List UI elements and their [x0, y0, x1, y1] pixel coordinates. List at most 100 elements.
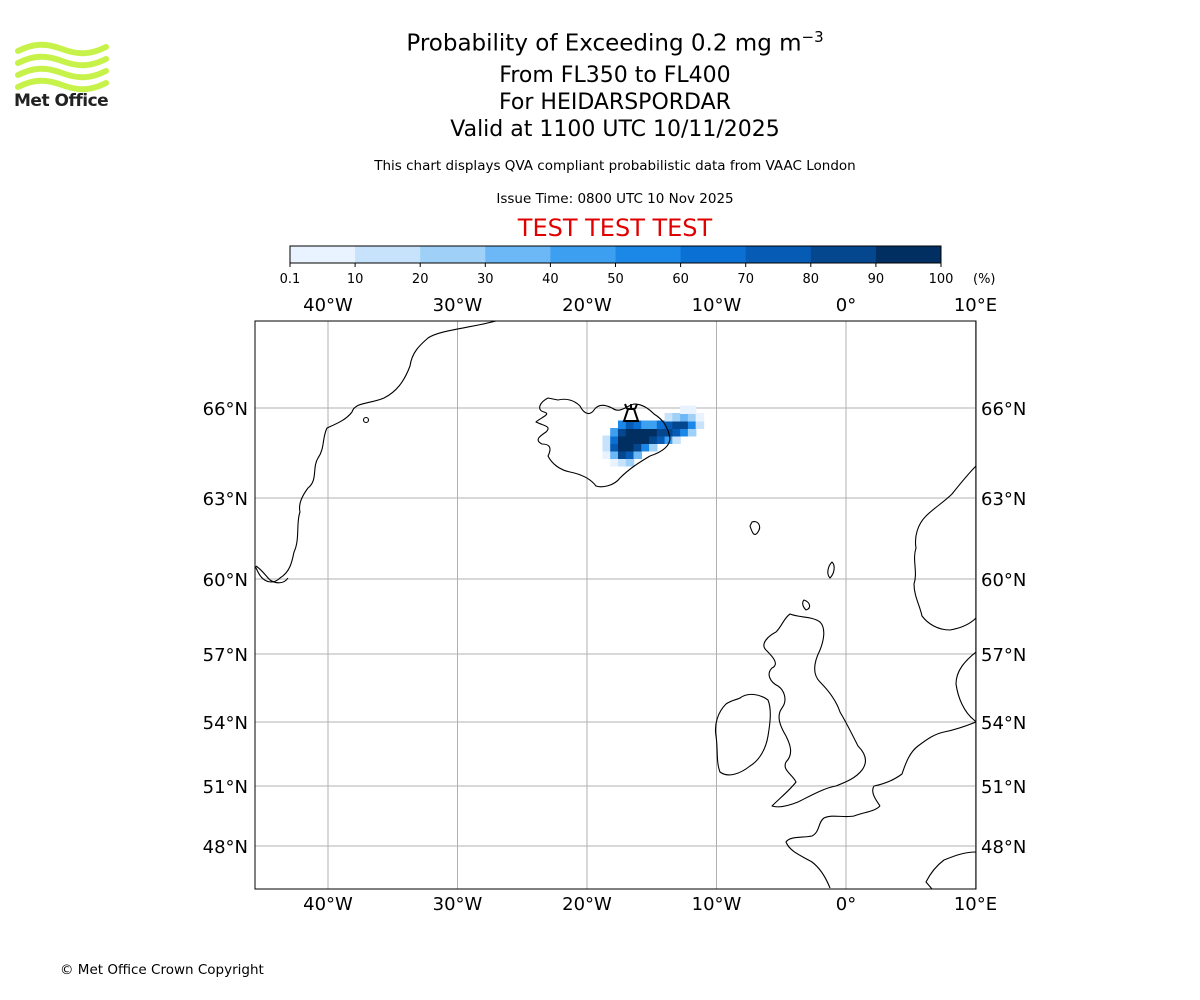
met-office-logo-text: Met Office — [14, 91, 109, 111]
flight-level-range: From FL350 to FL400 — [499, 63, 731, 88]
copyright-notice: © Met Office Crown Copyright — [60, 962, 264, 978]
coastline-ireland — [714, 693, 771, 776]
probability-cell — [617, 428, 627, 437]
coastline-norway — [913, 465, 976, 631]
test-banner: TEST TEST TEST — [517, 214, 713, 242]
probability-cell — [610, 435, 619, 444]
probability-cell — [633, 450, 643, 459]
probability-cell — [672, 413, 681, 422]
volcano-plume — [624, 403, 638, 410]
probability-cell — [625, 458, 635, 467]
colorbar-segment — [290, 246, 356, 263]
coastline-iceland — [535, 397, 671, 488]
axis-labels: 40°W 40°W 30°W 30°W 20°W 20°W 10°W 10°W 0° 0° 10°E… — [203, 295, 1027, 915]
lon-tick-label: 0° — [836, 894, 856, 915]
probability-cell — [641, 435, 650, 444]
probability-cell — [617, 450, 627, 459]
probability-cell — [633, 428, 643, 437]
coastline-great-britain — [763, 613, 867, 808]
probability-cell — [625, 450, 635, 459]
colorbar-segment — [680, 246, 747, 263]
chart-title: Probability of Exceeding 0.2 mg m−3 — [406, 28, 824, 57]
lat-tick-label: 54°N — [981, 713, 1026, 734]
probability-cell — [680, 413, 689, 422]
probability-cell — [649, 420, 658, 429]
coastline-shetland — [827, 561, 835, 579]
colorbar-unit: (%) — [973, 272, 996, 287]
probability-cell — [610, 428, 619, 437]
lon-tick-label: 10°W — [692, 295, 742, 316]
volcano-name: For HEIDARSPORDAR — [499, 90, 731, 115]
lon-tick-label: 30°W — [433, 295, 483, 316]
colorbar-segment — [550, 246, 616, 263]
coastline-netherlands — [872, 721, 976, 807]
probability-cell — [672, 420, 681, 429]
colorbar-segment — [355, 246, 421, 263]
probability-cell — [633, 420, 643, 429]
chart-subtitle: This chart displays QVA compliant probab… — [374, 158, 856, 174]
probability-cell — [649, 428, 658, 437]
lon-tick-label: 10°E — [954, 295, 997, 316]
lat-tick-label: 60°N — [203, 570, 248, 591]
probability-cell — [680, 405, 689, 414]
probability-cell — [617, 443, 627, 452]
probability-cell — [656, 435, 666, 444]
coastline-europe — [955, 651, 976, 723]
coastline-alps — [925, 851, 976, 889]
probability-cell — [680, 428, 689, 437]
lat-tick-label: 57°N — [203, 645, 248, 666]
graticule — [255, 321, 976, 889]
probability-cell — [687, 420, 697, 429]
probability-cell — [625, 435, 635, 444]
probability-cell — [672, 435, 681, 444]
probability-cell — [680, 420, 689, 429]
lon-tick-label: 10°W — [692, 894, 742, 915]
probability-cell — [641, 443, 650, 452]
probability-cell — [687, 413, 697, 422]
issue-time: Issue Time: 0800 UTC 10 Nov 2025 — [496, 191, 734, 207]
lon-tick-label: 20°W — [562, 894, 612, 915]
probability-cell — [625, 420, 635, 429]
probability-cell — [617, 458, 627, 467]
coastline-faroe — [749, 521, 761, 535]
probability-cell — [656, 420, 666, 429]
lon-tick-label: 30°W — [433, 894, 483, 915]
lat-tick-label: 54°N — [203, 713, 248, 734]
probability-cell — [664, 420, 674, 429]
probability-cell — [610, 450, 619, 459]
colorbar-tick-label: 10 — [347, 272, 364, 287]
probability-cell — [687, 428, 697, 437]
lat-tick-label: 51°N — [203, 777, 248, 798]
coastlines — [255, 321, 976, 889]
colorbar-tick-label: 0.1 — [280, 272, 301, 287]
volcano-cone — [622, 408, 640, 422]
probability-cell — [649, 443, 658, 452]
coastline-greenland — [255, 321, 497, 583]
probability-cell — [641, 420, 650, 429]
lon-tick-label: 20°W — [562, 295, 612, 316]
colorbar-segment — [485, 246, 551, 263]
colorbar-segment — [810, 246, 877, 263]
colorbar-tick-label: 70 — [737, 272, 754, 287]
map-frame — [254, 320, 977, 890]
lon-tick-label: 40°W — [303, 894, 353, 915]
lat-tick-label: 63°N — [981, 489, 1026, 510]
lat-tick-label: 60°N — [981, 570, 1026, 591]
probability-field — [602, 405, 705, 467]
colorbar: 0.1 10 20 30 40 50 60 70 80 90 100 (%) — [280, 245, 996, 287]
lat-tick-label: 66°N — [981, 399, 1026, 420]
lat-tick-label: 63°N — [203, 489, 248, 510]
coastline-orkney — [802, 599, 811, 611]
probability-cell — [610, 458, 619, 467]
probability-cell — [602, 435, 611, 444]
lat-tick-label: 66°N — [203, 399, 248, 420]
probability-cell — [672, 428, 681, 437]
lat-tick-label: 57°N — [981, 645, 1026, 666]
colorbar-tick-label: 60 — [672, 272, 689, 287]
coastline-greenland-tip — [255, 565, 289, 584]
probability-cell — [649, 435, 658, 444]
colorbar-tick-label: 50 — [607, 272, 624, 287]
colorbar-segment — [615, 246, 682, 263]
colorbar-tick-label: 20 — [412, 272, 429, 287]
colorbar-tick-label: 80 — [803, 272, 820, 287]
